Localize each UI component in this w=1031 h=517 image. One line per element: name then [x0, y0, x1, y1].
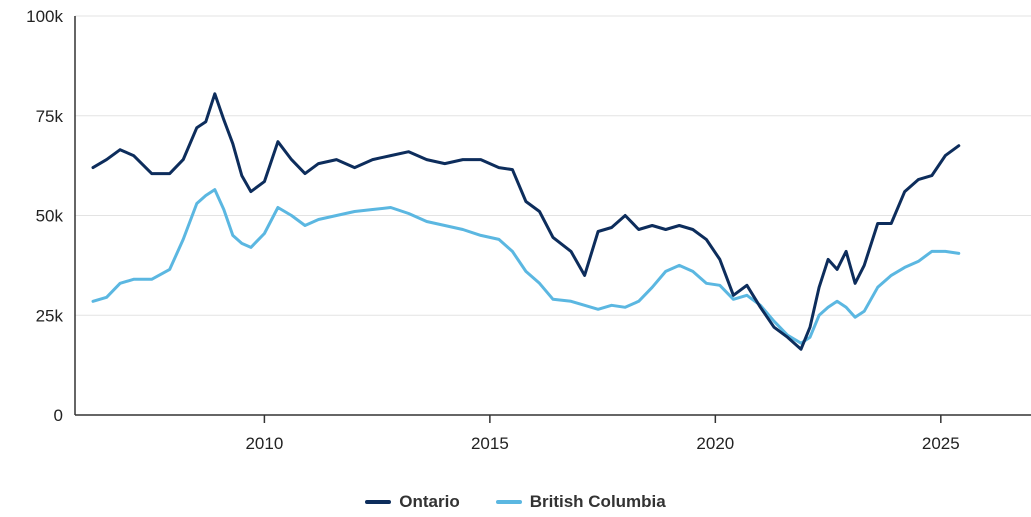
series-line-british-columbia	[91, 188, 961, 345]
legend-swatch-british-columbia	[495, 500, 522, 504]
line-chart: 0 25k 50k 75k 100k 2010 2015 2020 2025	[26, 7, 1031, 453]
legend: Ontario British Columbia	[0, 492, 1031, 512]
x-tick-label-2020: 2020	[696, 434, 734, 453]
series-lines	[91, 92, 961, 351]
legend-item-ontario[interactable]: Ontario	[365, 492, 460, 512]
legend-swatch-ontario	[365, 500, 392, 504]
x-axis-ticks: 2010 2015 2020 2025	[245, 415, 960, 453]
legend-label-british-columbia: British Columbia	[529, 492, 666, 511]
x-tick-label-2010: 2010	[245, 434, 283, 453]
y-tick-label-75k: 75k	[36, 107, 64, 126]
x-tick-label-2025: 2025	[922, 434, 960, 453]
y-tick-label-50k: 50k	[36, 207, 64, 226]
y-tick-label-25k: 25k	[36, 306, 64, 325]
y-tick-label-0: 0	[54, 406, 63, 425]
x-tick-label-2015: 2015	[471, 434, 509, 453]
legend-item-british-columbia[interactable]: British Columbia	[495, 492, 666, 512]
series-line-ontario	[91, 92, 961, 351]
y-tick-label-100k: 100k	[26, 7, 63, 26]
y-axis-ticks: 0 25k 50k 75k 100k	[26, 7, 63, 425]
gridlines	[75, 15, 1031, 316]
legend-label-ontario: Ontario	[399, 492, 460, 511]
